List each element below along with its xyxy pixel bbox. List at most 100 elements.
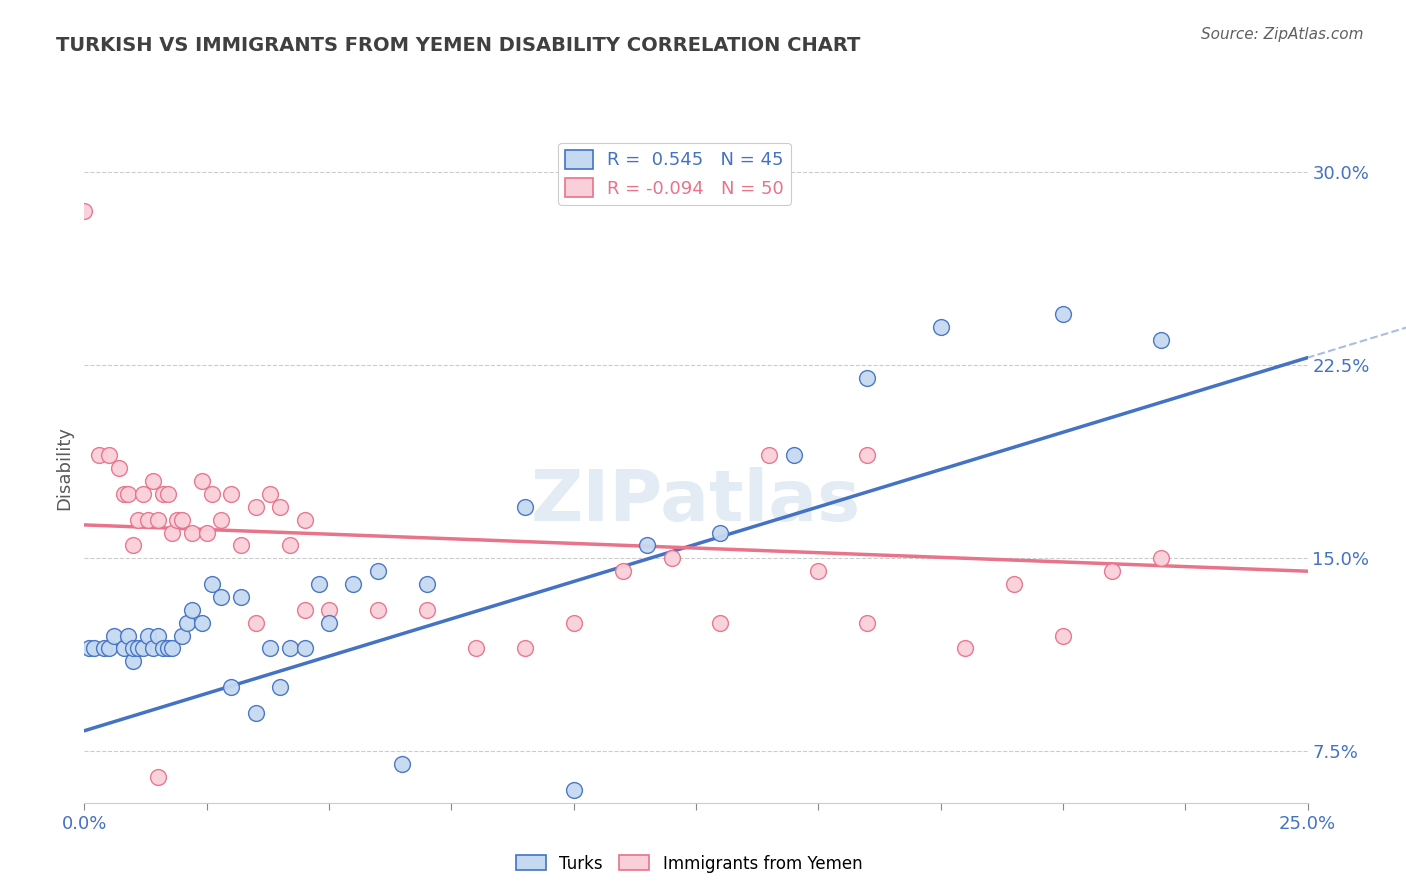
Point	[612, 564, 634, 578]
Point	[1150, 551, 1173, 566]
Point	[176, 615, 198, 630]
Point	[103, 629, 125, 643]
Point	[127, 513, 149, 527]
Point	[181, 603, 204, 617]
Point	[259, 487, 281, 501]
Point	[122, 654, 145, 668]
Point	[162, 641, 184, 656]
Point	[142, 641, 165, 656]
Point	[294, 603, 316, 617]
Point	[367, 603, 389, 617]
Point	[136, 513, 159, 527]
Point	[308, 577, 330, 591]
Point	[709, 525, 731, 540]
Point	[783, 449, 806, 463]
Point	[156, 641, 179, 656]
Point	[278, 539, 301, 553]
Point	[416, 577, 439, 591]
Point	[73, 204, 96, 219]
Point	[464, 641, 486, 656]
Point	[122, 641, 145, 656]
Point	[209, 513, 232, 527]
Point	[391, 757, 413, 772]
Text: ZIPatlas: ZIPatlas	[531, 467, 860, 536]
Point	[127, 641, 149, 656]
Point	[162, 525, 184, 540]
Point	[200, 577, 222, 591]
Point	[152, 641, 174, 656]
Point	[229, 539, 252, 553]
Point	[269, 500, 291, 514]
Point	[1052, 307, 1074, 321]
Point	[245, 706, 267, 720]
Point	[245, 500, 267, 514]
Point	[229, 590, 252, 604]
Point	[278, 641, 301, 656]
Point	[195, 525, 218, 540]
Point	[219, 487, 242, 501]
Point	[856, 449, 879, 463]
Point	[191, 615, 214, 630]
Point	[122, 539, 145, 553]
Point	[367, 564, 389, 578]
Point	[87, 449, 110, 463]
Point	[142, 474, 165, 488]
Point	[200, 487, 222, 501]
Point	[342, 577, 364, 591]
Legend: Turks, Immigrants from Yemen: Turks, Immigrants from Yemen	[509, 848, 869, 880]
Point	[77, 641, 100, 656]
Point	[856, 371, 879, 385]
Point	[172, 629, 194, 643]
Point	[146, 770, 169, 784]
Point	[513, 500, 536, 514]
Point	[929, 319, 952, 334]
Point	[1052, 629, 1074, 643]
Legend: R =  0.545   N = 45, R = -0.094   N = 50: R = 0.545 N = 45, R = -0.094 N = 50	[558, 143, 792, 205]
Point	[172, 513, 194, 527]
Point	[117, 487, 139, 501]
Point	[856, 615, 879, 630]
Point	[318, 615, 340, 630]
Point	[513, 641, 536, 656]
Point	[152, 487, 174, 501]
Point	[562, 783, 585, 797]
Point	[1150, 333, 1173, 347]
Point	[807, 564, 830, 578]
Point	[97, 641, 120, 656]
Point	[93, 641, 115, 656]
Point	[107, 461, 129, 475]
Point	[83, 641, 105, 656]
Point	[269, 680, 291, 694]
Point	[661, 551, 683, 566]
Point	[294, 641, 316, 656]
Point	[136, 629, 159, 643]
Point	[166, 513, 188, 527]
Point	[97, 449, 120, 463]
Point	[758, 449, 780, 463]
Point	[117, 629, 139, 643]
Point	[245, 615, 267, 630]
Text: Source: ZipAtlas.com: Source: ZipAtlas.com	[1201, 27, 1364, 42]
Point	[636, 539, 658, 553]
Text: TURKISH VS IMMIGRANTS FROM YEMEN DISABILITY CORRELATION CHART: TURKISH VS IMMIGRANTS FROM YEMEN DISABIL…	[56, 36, 860, 54]
Point	[318, 603, 340, 617]
Point	[191, 474, 214, 488]
Point	[1002, 577, 1025, 591]
Point	[709, 615, 731, 630]
Point	[209, 590, 232, 604]
Point	[259, 641, 281, 656]
Point	[132, 487, 155, 501]
Point	[181, 525, 204, 540]
Point	[562, 615, 585, 630]
Point	[953, 641, 976, 656]
Y-axis label: Disability: Disability	[55, 426, 73, 510]
Point	[219, 680, 242, 694]
Point	[112, 487, 135, 501]
Point	[416, 603, 439, 617]
Point	[294, 513, 316, 527]
Point	[1101, 564, 1123, 578]
Point	[146, 629, 169, 643]
Point	[146, 513, 169, 527]
Point	[132, 641, 155, 656]
Point	[112, 641, 135, 656]
